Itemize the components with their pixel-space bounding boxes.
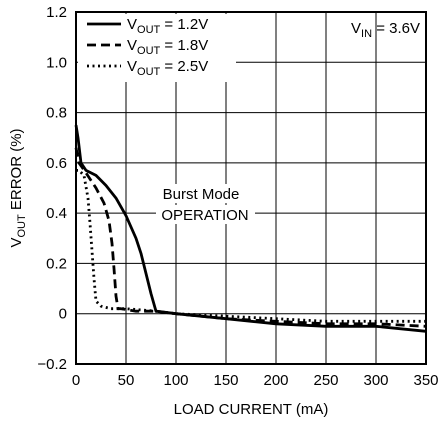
x-tick-label: 150 (213, 372, 238, 389)
legend-label-rest: = 2.5V (160, 58, 208, 75)
series-line-0 (74, 124, 427, 333)
y-tick-label: 0 (59, 306, 67, 323)
x-tick-label: 0 (72, 372, 80, 389)
series-lines (74, 124, 427, 333)
legend-label-1: VOUT = 1.8V (127, 37, 208, 57)
y-axis-label-rest: ERROR (%) (8, 128, 25, 214)
legend-label-sub: OUT (137, 24, 161, 36)
x-tick-label: 200 (263, 372, 288, 389)
y-tick-label: 1.2 (46, 4, 67, 21)
x-tick-label: 250 (313, 372, 338, 389)
burst-label-bg-1 (158, 184, 242, 203)
y-tick-label: 0.4 (46, 205, 67, 222)
burst-mode-label: Burst Mode (163, 186, 240, 203)
x-axis-label: LOAD CURRENT (mA) (174, 401, 329, 418)
vin-main: V (351, 20, 361, 37)
series-line-1 (74, 147, 427, 328)
legend-label-main: V (127, 37, 137, 54)
x-tick-label: 300 (363, 372, 388, 389)
tick-labels: 0 50 100 150 200 250 300 350 −0.2 0 0.2 0.4 0.6 0.8 1.… (37, 4, 438, 389)
legend-label-main: V (127, 16, 137, 33)
annotations: VIN = 3.6V Burst Mode OPERATION (156, 20, 420, 224)
legend-label-2: VOUT = 2.5V (127, 58, 208, 78)
vin-sub: IN (361, 28, 372, 40)
y-tick-label: 1.0 (46, 54, 67, 71)
y-tick-label: 0.2 (46, 255, 67, 272)
burst-label-bg-2 (156, 205, 255, 224)
legend-label-sub: OUT (137, 66, 161, 78)
legend-label-rest: = 1.2V (160, 16, 208, 33)
legend-label-rest: = 1.8V (160, 37, 208, 54)
vin-annotation: VIN = 3.6V (351, 20, 420, 40)
legend-label-sub: OUT (137, 45, 161, 57)
legend-label-main: V (127, 58, 137, 75)
legend-label-0: VOUT = 1.2V (127, 16, 208, 36)
plot-frame (75, 11, 427, 365)
x-tick-label: 350 (413, 372, 438, 389)
y-axis-label-main: V (8, 238, 25, 248)
operation-label: OPERATION (161, 207, 248, 224)
y-axis-label-sub: OUT (16, 214, 28, 238)
x-tick-label: 50 (118, 372, 135, 389)
vin-rest: = 3.6V (372, 20, 420, 37)
y-tick-label: 0.8 (46, 105, 67, 122)
series-line-2 (76, 169, 426, 323)
y-tick-label: −0.2 (37, 356, 67, 373)
y-axis-label: VOUT ERROR (%) (8, 128, 28, 247)
y-tick-label: 0.6 (46, 155, 67, 172)
x-tick-label: 100 (163, 372, 188, 389)
